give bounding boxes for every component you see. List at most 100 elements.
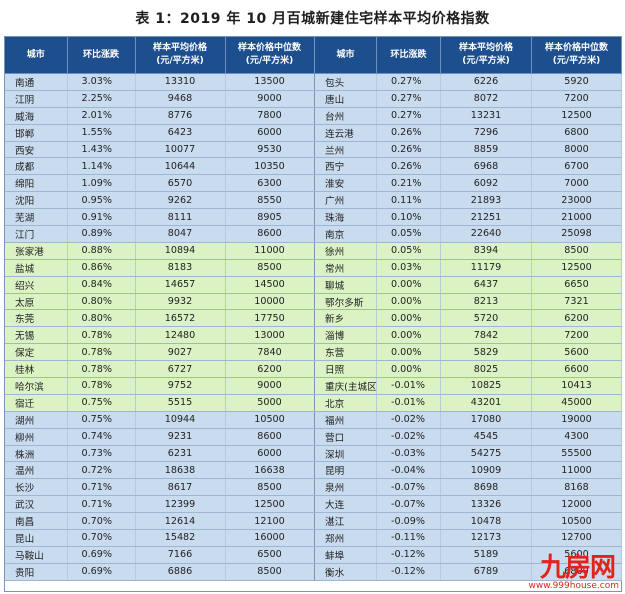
median-price-cell: 45000 bbox=[531, 394, 622, 412]
table-row: 徐州 0.05% 8394 8500 bbox=[314, 242, 622, 260]
city-cell: 温州 bbox=[5, 461, 68, 480]
city-cell: 马鞍山 bbox=[5, 546, 68, 564]
header-row: 城市 环比涨跌 样本平均价格 (元/平方米) 样本价格中位数 (元/平方米) bbox=[5, 37, 315, 74]
table-row: 太原 0.80% 9932 10000 bbox=[5, 293, 315, 311]
city-cell: 泉州 bbox=[314, 478, 377, 497]
city-cell: 无锡 bbox=[5, 326, 68, 345]
mom-cell: 0.00% bbox=[376, 276, 441, 294]
city-cell: 芜湖 bbox=[5, 208, 68, 227]
table-row: 张家港 0.88% 10894 11000 bbox=[5, 242, 315, 260]
avg-price-cell: 10909 bbox=[440, 461, 532, 480]
median-price-cell: 8550 bbox=[225, 191, 315, 210]
mom-cell: 0.03% bbox=[376, 259, 441, 277]
avg-price-cell: 8394 bbox=[440, 242, 532, 260]
avg-price-cell: 6886 bbox=[135, 563, 226, 581]
median-price-cell: 7840 bbox=[225, 343, 315, 362]
median-price-cell: 12500 bbox=[225, 495, 315, 514]
mom-cell: 0.00% bbox=[376, 309, 441, 328]
avg-price-cell: 8072 bbox=[440, 90, 532, 108]
median-price-cell: 19000 bbox=[531, 411, 622, 429]
header-city: 城市 bbox=[5, 37, 68, 74]
city-cell: 台州 bbox=[314, 107, 377, 125]
mom-cell: 0.69% bbox=[67, 546, 136, 564]
city-cell: 营口 bbox=[314, 428, 377, 446]
mom-cell: 0.71% bbox=[67, 478, 136, 497]
table-row: 西宁 0.26% 6968 6700 bbox=[314, 157, 622, 176]
table-row: 台州 0.27% 13231 12500 bbox=[314, 107, 622, 125]
header-median-price: 样本价格中位数 (元/平方米) bbox=[225, 37, 315, 74]
mom-cell: 0.70% bbox=[67, 512, 136, 531]
header-avg-price: 样本平均价格 (元/平方米) bbox=[135, 37, 226, 74]
avg-price-cell: 43201 bbox=[440, 394, 532, 412]
table-row: 南昌 0.70% 12614 12100 bbox=[5, 512, 315, 531]
mom-cell: 0.26% bbox=[376, 157, 441, 176]
mom-cell: 0.84% bbox=[67, 276, 136, 294]
median-price-cell: 10500 bbox=[531, 512, 622, 531]
mom-cell: 0.11% bbox=[376, 191, 441, 210]
table-row: 昆山 0.70% 15482 16000 bbox=[5, 529, 315, 547]
mom-cell: 0.26% bbox=[376, 124, 441, 142]
mom-cell: 0.00% bbox=[376, 326, 441, 345]
avg-price-cell: 21893 bbox=[440, 191, 532, 210]
mom-cell: 0.05% bbox=[376, 242, 441, 260]
mom-cell: 1.14% bbox=[67, 157, 136, 176]
avg-price-cell: 6570 bbox=[135, 174, 226, 193]
median-price-cell: 17750 bbox=[225, 309, 315, 328]
city-cell: 柳州 bbox=[5, 428, 68, 446]
table-row: 昆明 -0.04% 10909 11000 bbox=[314, 461, 622, 480]
median-price-cell: 8500 bbox=[531, 242, 622, 260]
avg-price-cell: 10077 bbox=[135, 141, 226, 159]
mom-cell: 0.73% bbox=[67, 445, 136, 463]
avg-price-cell: 6226 bbox=[440, 73, 532, 91]
city-cell: 江阴 bbox=[5, 90, 68, 108]
median-price-cell: 8500 bbox=[225, 563, 315, 581]
city-cell: 昆明 bbox=[314, 461, 377, 480]
avg-price-cell: 15482 bbox=[135, 529, 226, 547]
city-cell: 威海 bbox=[5, 107, 68, 125]
city-cell: 绵阳 bbox=[5, 174, 68, 193]
table-row: 武汉 0.71% 12399 12500 bbox=[5, 495, 315, 514]
median-price-cell: 55500 bbox=[531, 445, 622, 463]
mom-cell: 0.78% bbox=[67, 360, 136, 379]
avg-price-cell: 5515 bbox=[135, 394, 226, 412]
table-row: 盐城 0.86% 8183 8500 bbox=[5, 259, 315, 277]
city-cell: 鄂尔多斯 bbox=[314, 293, 377, 311]
avg-price-cell: 6727 bbox=[135, 360, 226, 379]
city-cell: 昆山 bbox=[5, 529, 68, 547]
avg-price-cell: 14657 bbox=[135, 276, 226, 294]
watermark-url: www.999house.com bbox=[528, 581, 619, 591]
city-cell: 绍兴 bbox=[5, 276, 68, 294]
mom-cell: -0.02% bbox=[376, 428, 441, 446]
city-cell: 包头 bbox=[314, 73, 377, 91]
header-median-line1: 样本价格中位数 bbox=[544, 43, 608, 53]
mom-cell: 0.80% bbox=[67, 293, 136, 311]
city-cell: 南京 bbox=[314, 225, 377, 243]
mom-cell: 0.95% bbox=[67, 191, 136, 210]
table-row: 沈阳 0.95% 9262 8550 bbox=[5, 191, 315, 210]
mom-cell: 0.78% bbox=[67, 343, 136, 362]
city-cell: 宿迁 bbox=[5, 394, 68, 412]
city-cell: 沈阳 bbox=[5, 191, 68, 210]
median-price-cell: 12100 bbox=[225, 512, 315, 531]
city-cell: 西安 bbox=[5, 141, 68, 159]
city-cell: 新乡 bbox=[314, 309, 377, 328]
avg-price-cell: 6092 bbox=[440, 174, 532, 193]
avg-price-cell: 9752 bbox=[135, 377, 226, 395]
header-mom: 环比涨跌 bbox=[376, 37, 441, 74]
header-median-line1: 样本价格中位数 bbox=[237, 43, 301, 53]
avg-price-cell: 13231 bbox=[440, 107, 532, 125]
city-cell: 湛江 bbox=[314, 512, 377, 531]
city-cell: 江门 bbox=[5, 225, 68, 243]
header-median-line2: (元/平方米) bbox=[245, 56, 294, 66]
median-price-cell: 6200 bbox=[225, 360, 315, 379]
median-price-cell: 6300 bbox=[225, 174, 315, 193]
city-cell: 深圳 bbox=[314, 445, 377, 463]
table-row: 温州 0.72% 18638 16638 bbox=[5, 461, 315, 480]
table-row: 芜湖 0.91% 8111 8905 bbox=[5, 208, 315, 227]
median-price-cell: 8600 bbox=[225, 225, 315, 243]
city-cell: 广州 bbox=[314, 191, 377, 210]
avg-price-cell: 12480 bbox=[135, 326, 226, 345]
watermark-logo: 九房网 www.999house.com bbox=[507, 547, 619, 591]
city-cell: 成都 bbox=[5, 157, 68, 176]
avg-price-cell: 8213 bbox=[440, 293, 532, 311]
